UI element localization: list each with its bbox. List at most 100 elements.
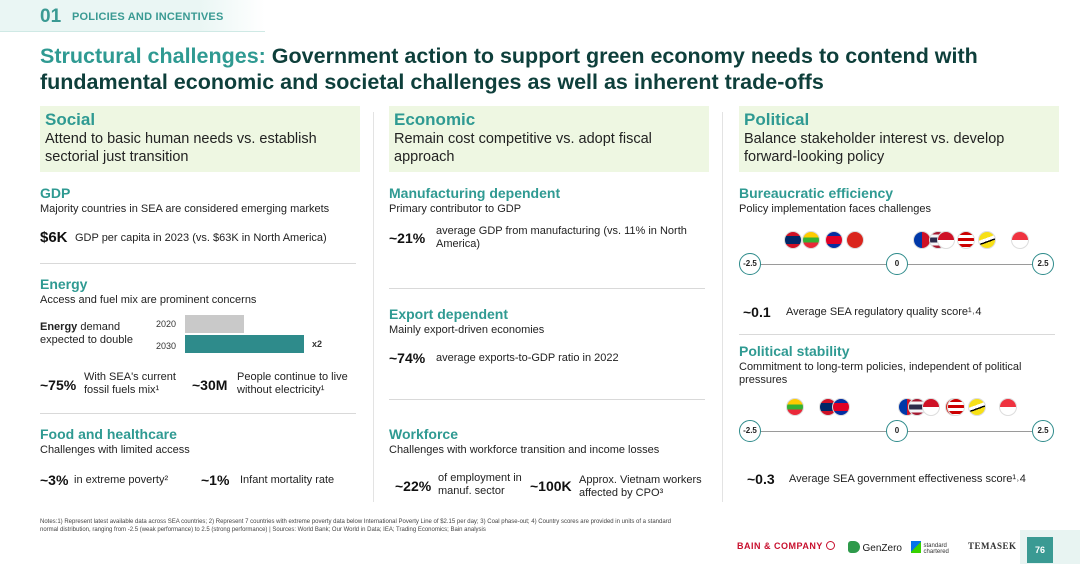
vietnam-text: Approx. Vietnam workers affected by CPO³ (579, 474, 702, 499)
electricity-text: People continue to live without electric… (237, 371, 348, 396)
manufacturing-value: ~21% (389, 230, 426, 246)
divider (389, 399, 705, 400)
economic-desc: Remain cost competitive vs. adopt fiscal… (394, 131, 652, 165)
malaysia-flag-icon (947, 398, 965, 416)
stability-title: Political stability (739, 343, 850, 359)
singapore-flag-icon (1011, 231, 1029, 249)
myanmar-flag-icon (786, 398, 804, 416)
column-divider (373, 112, 374, 502)
indonesia-flag-icon (937, 231, 955, 249)
section-tag: 01 POLICIES AND INCENTIVES (0, 0, 265, 32)
scale-min: -2.5 (739, 420, 761, 442)
bain-logo: BAIN & COMPANY (737, 541, 835, 557)
energy-demand-label: Energy demand expected to double (40, 321, 150, 347)
bureaucratic-title: Bureaucratic efficiency (739, 185, 894, 201)
divider (40, 263, 356, 264)
scale-min: -2.5 (739, 253, 761, 275)
bain-text: BAIN & COMPANY (737, 541, 823, 551)
regulatory-value: ~0.1 (743, 304, 771, 320)
political-header: Political Balance stakeholder interest v… (739, 106, 1059, 172)
employment-value: ~22% (395, 478, 432, 494)
bureaucratic-sub: Policy implementation faces challenges (739, 203, 931, 215)
footnotes: Notes:1) Represent latest available data… (40, 519, 672, 533)
page-number: 76 (1027, 537, 1053, 563)
economic-column: Economic Remain cost competitive vs. ado… (389, 106, 709, 172)
demand-bar-2020 (185, 315, 244, 333)
export-value: ~74% (389, 350, 426, 366)
cambodia-flag-icon (832, 398, 850, 416)
manufacturing-text: average GDP from manufacturing (vs. 11% … (436, 225, 687, 250)
sc-logo: standard chartered (911, 541, 960, 557)
bain-mark-icon (825, 541, 835, 550)
brunei-flag-icon (978, 231, 996, 249)
section-label: POLICIES AND INCENTIVES (72, 11, 224, 23)
vietnam-value: ~100K (530, 478, 572, 494)
effectiveness-value: ~0.3 (747, 471, 775, 487)
myanmar-flag-icon (802, 231, 820, 249)
political-title: Political (744, 110, 810, 129)
gdp-sub: Majority countries in SEA are considered… (40, 203, 330, 215)
demand-bar-2030 (185, 335, 304, 353)
scale-max: 2.5 (1032, 253, 1054, 275)
social-title: Social (45, 110, 96, 129)
export-title: Export dependent (389, 306, 509, 322)
effectiveness-text: Average SEA government effectiveness sco… (789, 473, 1026, 485)
singapore-flag-icon (999, 398, 1017, 416)
page-title: Structural challenges: Government action… (40, 43, 1040, 95)
stability-sub: Commitment to long-term policies, indepe… (739, 361, 1022, 386)
gdp-title: GDP (40, 185, 71, 201)
column-divider (722, 112, 723, 502)
food-title: Food and healthcare (40, 426, 177, 442)
multiplier: x2 (312, 339, 323, 349)
energy-title: Energy (40, 276, 88, 292)
political-column: Political Balance stakeholder interest v… (739, 106, 1059, 172)
economic-title: Economic (394, 110, 476, 129)
temasek-logo: TEMASEK (968, 541, 1017, 551)
economic-header: Economic Remain cost competitive vs. ado… (389, 106, 709, 172)
export-text: average exports-to-GDP ratio in 2022 (436, 352, 619, 364)
genzero-mark-icon (848, 541, 860, 553)
sc-text: standard chartered (923, 543, 949, 555)
fossil-text: With SEA's current fossil fuels mix¹ (84, 371, 176, 396)
food-sub: Challenges with limited access (40, 444, 190, 456)
laos-flag-icon (784, 231, 802, 249)
social-desc: Attend to basic human needs vs. establis… (45, 131, 317, 165)
workforce-sub: Challenges with workforce transition and… (389, 444, 660, 456)
scale-mid: 0 (886, 420, 908, 442)
genzero-text: GenZero (862, 543, 902, 554)
energy-demand-text: demand expected to double (40, 321, 133, 346)
mortality-text: Infant mortality rate (240, 474, 335, 486)
manufacturing-title: Manufacturing dependent (389, 185, 561, 201)
divider (40, 413, 356, 414)
gdp-text: GDP per capita in 2023 (vs. $63K in Nort… (75, 232, 327, 244)
social-header: Social Attend to basic human needs vs. e… (40, 106, 360, 172)
gdp-value: $6K (40, 229, 68, 246)
divider (389, 288, 705, 289)
title-rest: Government action to support green econo… (40, 44, 978, 94)
indonesia-flag-icon (922, 398, 940, 416)
brunei-flag-icon (968, 398, 986, 416)
poverty-text: in extreme poverty² (74, 474, 169, 486)
energy-sub: Access and fuel mix are prominent concer… (40, 294, 257, 306)
title-highlight: Structural challenges: (40, 44, 266, 68)
regulatory-text: Average SEA regulatory quality score¹˒4 (786, 306, 982, 318)
scale-max: 2.5 (1032, 420, 1054, 442)
sc-mark-icon (911, 541, 921, 553)
manufacturing-sub: Primary contributor to GDP (389, 203, 522, 215)
fossil-value: ~75% (40, 377, 77, 393)
mortality-value: ~1% (201, 472, 230, 488)
energy-demand-bold: Energy (40, 321, 78, 333)
electricity-value: ~30M (192, 377, 228, 393)
employment-text: of employment in manuf. sector (438, 472, 522, 497)
vietnam-flag-icon (846, 231, 864, 249)
workforce-title: Workforce (389, 426, 458, 442)
political-desc: Balance stakeholder interest vs. develop… (744, 131, 1005, 165)
year-2020: 2020 (156, 319, 177, 329)
export-sub: Mainly export-driven economies (389, 324, 545, 336)
social-column: Social Attend to basic human needs vs. e… (40, 106, 360, 172)
cambodia-flag-icon (825, 231, 843, 249)
divider (739, 334, 1055, 335)
poverty-value: ~3% (40, 472, 69, 488)
malaysia-flag-icon (957, 231, 975, 249)
year-2030: 2030 (156, 341, 177, 351)
